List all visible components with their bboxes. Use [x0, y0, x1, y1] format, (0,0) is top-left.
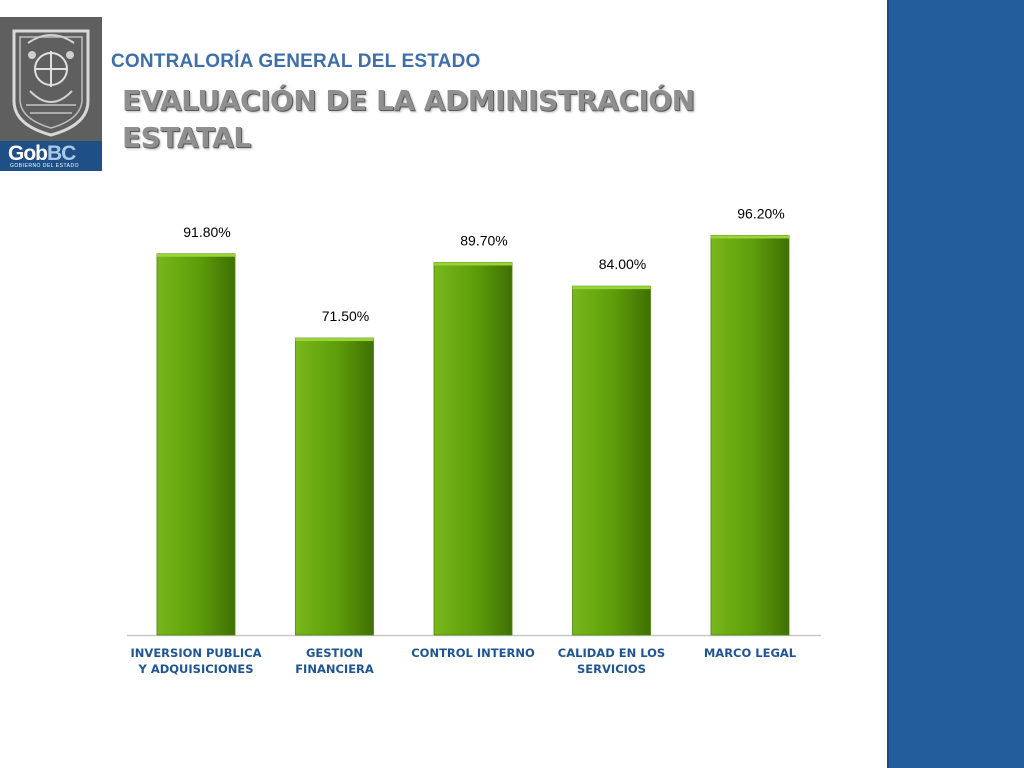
bar-top-highlight: [434, 262, 512, 266]
category-label: GESTION: [306, 646, 363, 660]
category-label: FINANCIERA: [295, 662, 374, 676]
data-label: 71.50%: [322, 308, 369, 324]
data-label: 84.00%: [599, 256, 646, 272]
category-label: INVERSION PUBLICA: [131, 646, 262, 660]
bar: [156, 253, 236, 636]
data-label: 91.80%: [183, 224, 230, 240]
bar: [295, 337, 374, 636]
category-label: CONTROL INTERNO: [411, 646, 535, 660]
data-label: 89.70%: [460, 232, 507, 248]
data-label: 96.20%: [737, 205, 784, 221]
bar-chart: 91.80% INVERSION PUBLICA Y ADQUISICIONES 71…: [127, 205, 821, 676]
brand-gob: Gob: [8, 142, 48, 165]
right-decorative-band: [887, 0, 1024, 768]
page-title-line2: ESTATAL: [122, 121, 251, 154]
category-label: Y ADQUISICIONES: [138, 662, 254, 676]
organization-name: CONTRALORÍA GENERAL DEL ESTADO: [111, 51, 481, 72]
gobbc-brand-bar: GobBC GOBIERNO DEL ESTADO: [0, 141, 102, 171]
bar: [433, 262, 513, 636]
bar-top-highlight: [295, 338, 374, 342]
bar: [572, 285, 651, 636]
bar-top-highlight: [572, 286, 651, 290]
category-label: MARCO LEGAL: [704, 646, 797, 660]
state-seal-icon: [12, 29, 90, 137]
bar: [710, 235, 790, 636]
brand-name: GobBC: [8, 142, 76, 165]
page-title: EVALUACIÓN DE LA ADMINISTRACIÓN ESTATAL: [122, 82, 822, 156]
gobbc-logo: GobBC GOBIERNO DEL ESTADO: [0, 17, 102, 171]
category-label: SERVICIOS: [577, 662, 646, 676]
bar-top-highlight: [711, 235, 789, 239]
bar-top-highlight: [157, 253, 235, 257]
category-label: CALIDAD EN LOS: [558, 646, 665, 660]
page-title-line1: EVALUACIÓN DE LA ADMINISTRACIÓN: [122, 84, 695, 117]
brand-subtitle: GOBIERNO DEL ESTADO: [10, 163, 79, 169]
brand-bc: BC: [47, 142, 76, 165]
